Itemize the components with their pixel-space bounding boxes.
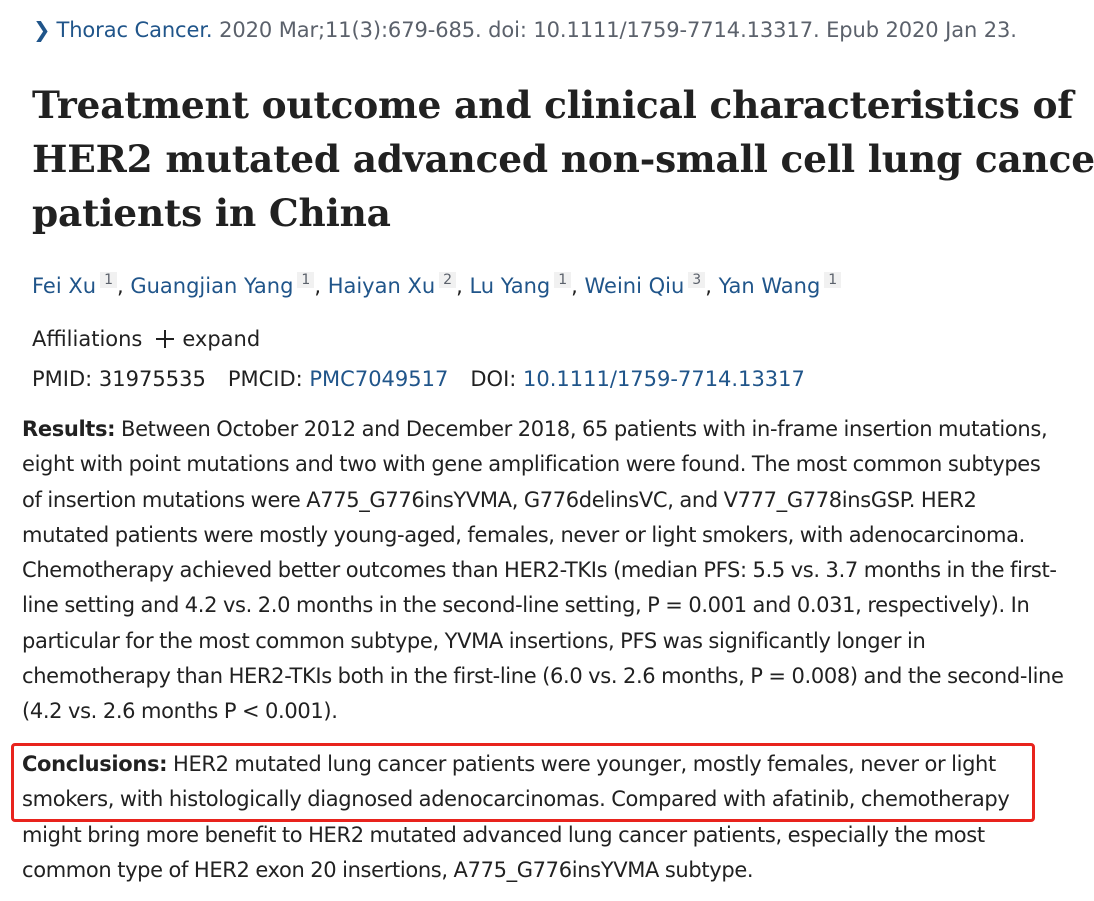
affiliation-number[interactable]: 1 bbox=[824, 272, 842, 288]
plus-icon[interactable] bbox=[156, 330, 175, 348]
abstract-line: common type of HER2 exon 20 insertions, … bbox=[22, 857, 754, 882]
title-line: patients in China bbox=[32, 191, 391, 235]
citation-details: 2020 Mar;11(3):679-685. doi: 10.1111/175… bbox=[212, 18, 1017, 42]
doi-label: DOI: bbox=[470, 367, 517, 391]
abstract-line: particular for the most common subtype, … bbox=[22, 628, 926, 653]
affiliation-number[interactable]: 2 bbox=[439, 272, 457, 288]
abstract-line: of insertion mutations were A775_G776ins… bbox=[22, 487, 977, 512]
abstract-conclusions-section: Conclusions: HER2 mutated lung cancer pa… bbox=[22, 747, 1088, 888]
abstract-line: line setting and 4.2 vs. 2.0 months in t… bbox=[22, 593, 1030, 618]
author-separator: , bbox=[571, 274, 585, 298]
abstract-results-section: Results: Between October 2012 and Decemb… bbox=[22, 412, 1088, 730]
abstract-line: (4.2 vs. 2.6 months P < 0.001). bbox=[22, 699, 338, 724]
abstract-line: Chemotherapy achieved better outcomes th… bbox=[22, 558, 1057, 583]
author-link[interactable]: Guangjian Yang bbox=[130, 274, 294, 298]
pmcid-link[interactable]: PMC7049517 bbox=[309, 367, 449, 391]
author-separator: , bbox=[705, 274, 719, 298]
pmcid-label: PMCID: bbox=[227, 367, 303, 391]
identifiers-row: PMID: 31975535 PMCID: PMC7049517 DOI: 10.1… bbox=[32, 367, 805, 391]
affiliations-label: Affiliations bbox=[32, 327, 143, 351]
abstract-line: Conclusions: HER2 mutated lung cancer pa… bbox=[22, 747, 1088, 782]
pmid-label: PMID: bbox=[32, 367, 93, 391]
title-line: HER2 mutated advanced non-small cell lun… bbox=[32, 137, 1094, 181]
abstract-line: Results: Between October 2012 and Decemb… bbox=[22, 412, 1088, 447]
author-link[interactable]: Haiyan Xu bbox=[327, 274, 436, 298]
affiliation-number[interactable]: 1 bbox=[554, 272, 572, 288]
conclusions-label: Conclusions: bbox=[22, 752, 168, 776]
results-text: Between October 2012 and December 2018, … bbox=[115, 417, 1048, 441]
chevron-right-icon[interactable]: ❯ bbox=[33, 18, 51, 42]
abstract-line: might bring more benefit to HER2 mutated… bbox=[22, 822, 985, 847]
abstract-line: chemotherapy than HER2-TKIs both in the … bbox=[22, 664, 1064, 689]
affiliation-number[interactable]: 1 bbox=[297, 272, 315, 288]
doi-link[interactable]: 10.1111/1759-7714.13317 bbox=[523, 367, 805, 391]
expand-affiliations-button[interactable]: expand bbox=[182, 327, 261, 351]
author-list: Fei Xu 1, Guangjian Yang 1, Haiyan Xu 2, Lu… bbox=[32, 272, 842, 298]
author-separator: , bbox=[456, 274, 470, 298]
abstract-line: mutated patients were mostly young-aged,… bbox=[22, 522, 1025, 547]
conclusions-text: HER2 mutated lung cancer patients were y… bbox=[167, 752, 996, 776]
affiliations-row: Affiliations expand bbox=[32, 327, 260, 351]
abstract-line: smokers, with histologically diagnosed a… bbox=[22, 787, 1010, 812]
pmid-value: 31975535 bbox=[98, 367, 206, 391]
author-separator: , bbox=[116, 274, 131, 298]
title-line: Treatment outcome and clinical character… bbox=[32, 83, 1074, 127]
citation-line: ❯ Thorac Cancer. 2020 Mar;11(3):679-685. … bbox=[33, 18, 1017, 42]
author-link[interactable]: Lu Yang bbox=[469, 274, 551, 298]
affiliation-number[interactable]: 1 bbox=[100, 272, 117, 288]
abstract-line: eight with point mutations and two with … bbox=[22, 452, 1041, 477]
author-link[interactable]: Weini Qiu bbox=[584, 274, 685, 298]
affiliation-number[interactable]: 3 bbox=[688, 272, 706, 288]
article-title: Treatment outcome and clinical character… bbox=[32, 78, 1094, 240]
journal-link[interactable]: Thorac Cancer. bbox=[56, 18, 213, 42]
red-highlight-annotation bbox=[11, 743, 1035, 822]
author-link[interactable]: Fei Xu bbox=[32, 274, 97, 298]
author-separator: , bbox=[314, 274, 328, 298]
results-label: Results: bbox=[22, 417, 116, 441]
author-link[interactable]: Yan Wang bbox=[718, 274, 821, 298]
